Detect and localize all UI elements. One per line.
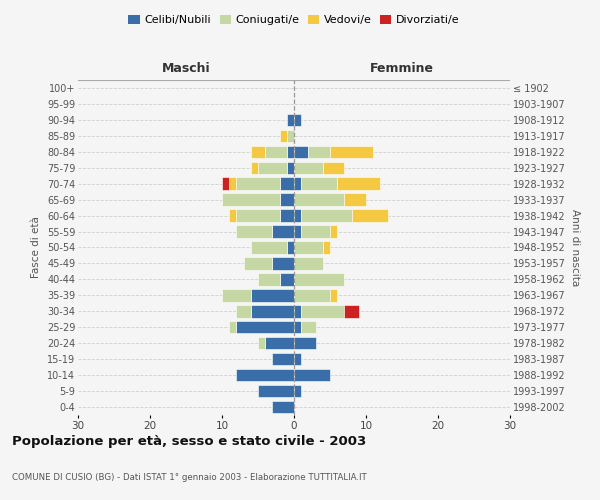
Bar — [251, 242, 287, 254]
Bar — [294, 210, 301, 222]
Bar — [265, 146, 287, 158]
Text: Maschi: Maschi — [161, 62, 211, 75]
Bar — [294, 289, 330, 302]
Bar — [294, 369, 330, 382]
Bar — [323, 162, 344, 174]
Bar — [222, 289, 251, 302]
Bar — [294, 226, 301, 238]
Bar — [294, 178, 301, 190]
Bar — [229, 210, 236, 222]
Bar — [308, 146, 330, 158]
Bar — [236, 369, 294, 382]
Bar — [258, 337, 265, 349]
Y-axis label: Fasce di età: Fasce di età — [31, 216, 41, 278]
Bar — [229, 178, 236, 190]
Bar — [280, 130, 287, 142]
Bar — [236, 305, 251, 318]
Bar — [294, 114, 301, 126]
Bar — [294, 353, 301, 366]
Legend: Celibi/Nubili, Coniugati/e, Vedovi/e, Divorziati/e: Celibi/Nubili, Coniugati/e, Vedovi/e, Di… — [124, 10, 464, 30]
Bar — [251, 289, 294, 302]
Text: Popolazione per età, sesso e stato civile - 2003: Popolazione per età, sesso e stato civil… — [12, 435, 366, 448]
Bar — [301, 210, 352, 222]
Bar — [301, 305, 344, 318]
Bar — [236, 226, 272, 238]
Bar — [344, 194, 366, 206]
Bar — [330, 226, 337, 238]
Bar — [258, 162, 287, 174]
Y-axis label: Anni di nascita: Anni di nascita — [569, 209, 580, 286]
Bar — [222, 178, 229, 190]
Bar — [236, 178, 280, 190]
Bar — [272, 353, 294, 366]
Bar — [294, 257, 323, 270]
Bar — [258, 273, 280, 285]
Bar — [244, 257, 272, 270]
Bar — [272, 401, 294, 413]
Bar — [294, 337, 316, 349]
Bar — [287, 162, 294, 174]
Bar — [280, 210, 294, 222]
Bar — [287, 114, 294, 126]
Bar — [251, 162, 258, 174]
Bar — [294, 194, 344, 206]
Bar — [352, 210, 388, 222]
Bar — [280, 194, 294, 206]
Bar — [323, 242, 330, 254]
Bar — [287, 242, 294, 254]
Bar — [294, 305, 301, 318]
Bar — [301, 178, 337, 190]
Bar — [272, 257, 294, 270]
Bar — [287, 146, 294, 158]
Bar — [294, 321, 301, 334]
Bar — [344, 305, 359, 318]
Bar — [251, 305, 294, 318]
Bar — [294, 146, 308, 158]
Bar — [294, 162, 323, 174]
Bar — [251, 146, 265, 158]
Bar — [222, 194, 280, 206]
Text: COMUNE DI CUSIO (BG) - Dati ISTAT 1° gennaio 2003 - Elaborazione TUTTITALIA.IT: COMUNE DI CUSIO (BG) - Dati ISTAT 1° gen… — [12, 473, 367, 482]
Bar — [337, 178, 380, 190]
Text: Femmine: Femmine — [370, 62, 434, 75]
Bar — [287, 130, 294, 142]
Bar — [236, 321, 294, 334]
Bar — [236, 210, 280, 222]
Bar — [301, 321, 316, 334]
Bar — [294, 385, 301, 398]
Bar — [258, 385, 294, 398]
Bar — [229, 321, 236, 334]
Bar — [330, 289, 337, 302]
Bar — [294, 242, 323, 254]
Bar — [301, 226, 330, 238]
Bar — [280, 273, 294, 285]
Bar — [294, 273, 344, 285]
Bar — [272, 226, 294, 238]
Bar — [265, 337, 294, 349]
Bar — [330, 146, 373, 158]
Bar — [280, 178, 294, 190]
